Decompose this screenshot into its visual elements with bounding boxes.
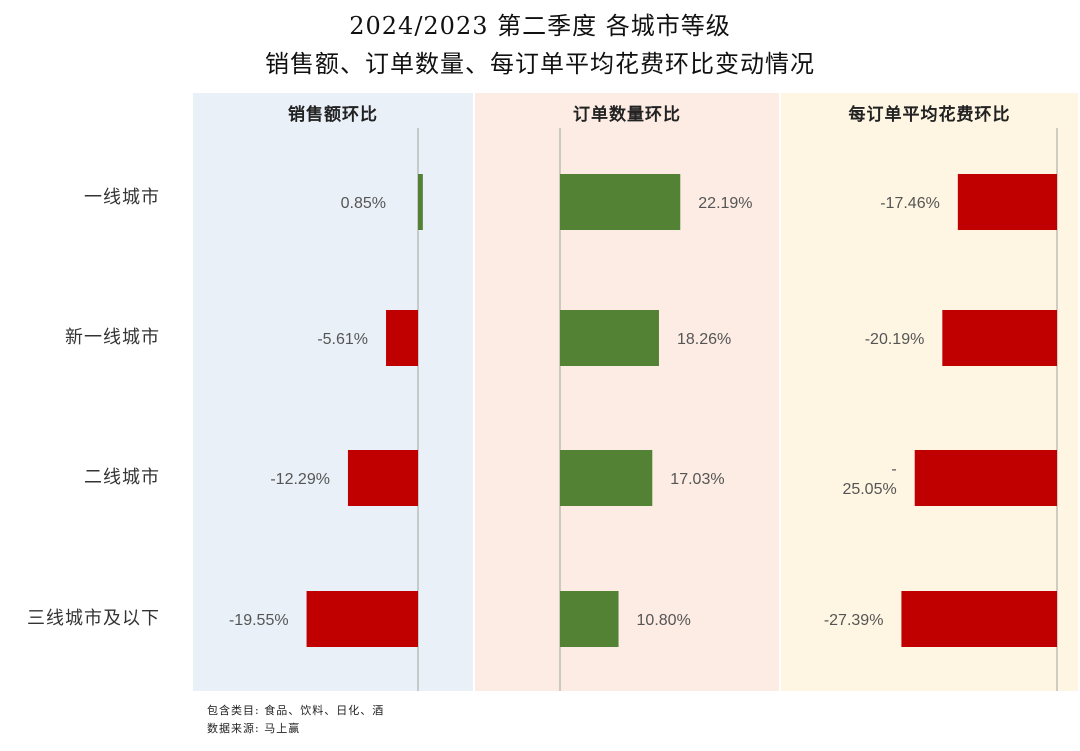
category-label-tier2: 二线城市 bbox=[84, 467, 160, 488]
category-label-new-tier1: 新一线城市 bbox=[65, 327, 160, 348]
bar-sales-2 bbox=[347, 450, 418, 506]
value-label-orders-3: 10.80% bbox=[637, 612, 691, 629]
value-label-sales-0: 0.85% bbox=[341, 195, 386, 212]
bar-orders-3 bbox=[560, 591, 619, 647]
chart-title-line-1: 2024/2023 第二季度 各城市等级 bbox=[349, 12, 731, 40]
bar-avg-spend-2 bbox=[914, 450, 1057, 506]
bar-orders-2 bbox=[560, 450, 653, 506]
value-label-orders-2: 17.03% bbox=[670, 471, 724, 488]
value-label-orders-0: 22.19% bbox=[698, 195, 752, 212]
bar-avg-spend-3 bbox=[901, 591, 1057, 647]
chart-title-line-2: 销售额、订单数量、每订单平均花费环比变动情况 bbox=[265, 50, 815, 78]
bar-orders-0 bbox=[560, 174, 681, 230]
value-label-avg-spend-0: -17.46% bbox=[880, 195, 940, 212]
value-label-sales-1: -5.61% bbox=[317, 331, 368, 348]
source-note: 数据来源: 马上赢 bbox=[207, 722, 301, 735]
bar-orders-1 bbox=[560, 310, 659, 366]
value-label-sales-2: -12.29% bbox=[270, 471, 330, 488]
bar-sales-3 bbox=[306, 591, 418, 647]
category-note: 包含类目: 食品、饮料、日化、酒 bbox=[207, 704, 385, 717]
category-label-tier3-below: 三线城市及以下 bbox=[27, 608, 160, 629]
bar-avg-spend-1 bbox=[942, 310, 1057, 366]
bar-sales-0 bbox=[418, 174, 423, 230]
value-label-avg-spend-1: -20.19% bbox=[865, 331, 925, 348]
value-label-avg-spend-2: -25.05% bbox=[842, 461, 896, 498]
bar-sales-1 bbox=[386, 310, 418, 366]
category-label-tier1: 一线城市 bbox=[84, 187, 160, 208]
value-label-orders-1: 18.26% bbox=[677, 331, 731, 348]
value-label-sales-3: -19.55% bbox=[229, 612, 289, 629]
panel-title-avg-spend: 每订单平均花费环比 bbox=[848, 105, 1011, 125]
bar-avg-spend-0 bbox=[957, 174, 1057, 230]
value-label-avg-spend-3: -27.39% bbox=[824, 612, 884, 629]
panel-title-orders: 订单数量环比 bbox=[573, 105, 681, 125]
panel-title-sales: 销售额环比 bbox=[288, 105, 378, 125]
